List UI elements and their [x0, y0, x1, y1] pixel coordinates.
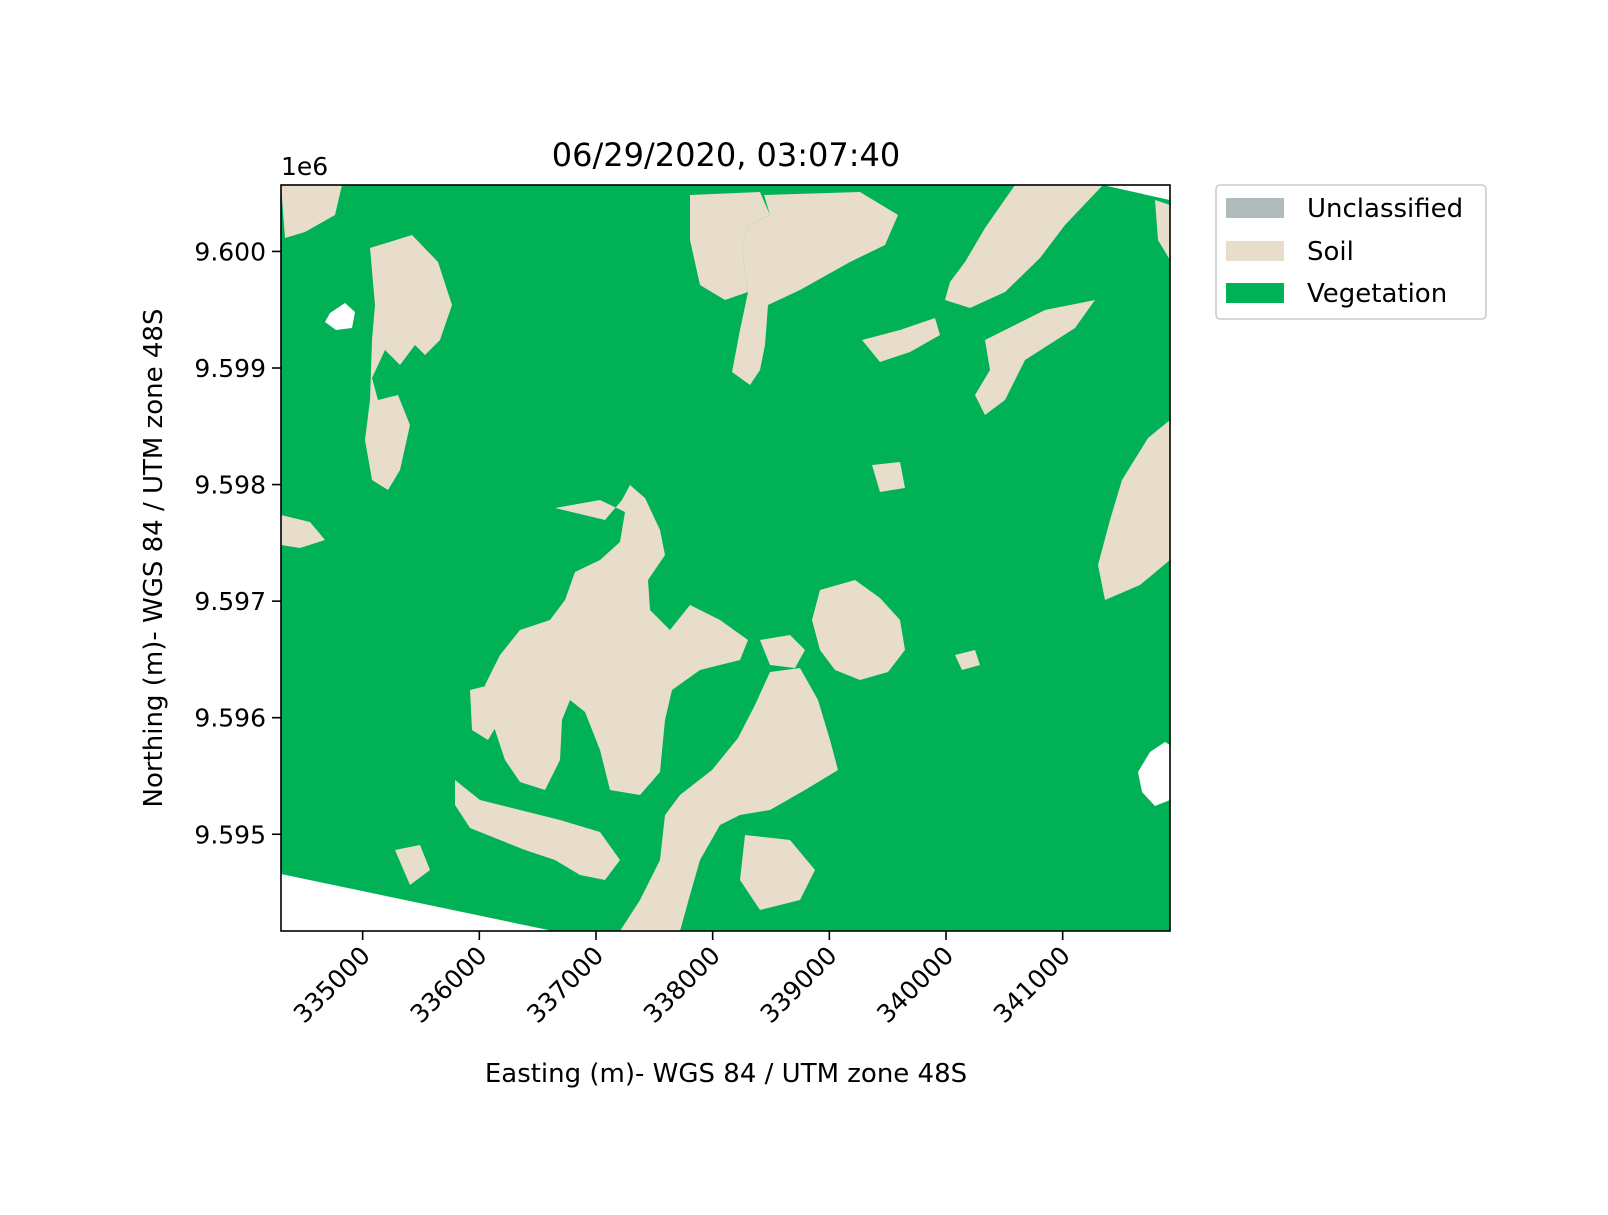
x-tick-label: 339000: [755, 941, 843, 1029]
map-area: [281, 185, 1170, 931]
soil-patch: [1098, 420, 1170, 600]
legend-label-soil: Soil: [1307, 237, 1354, 267]
nodata-corner: [1103, 185, 1170, 200]
y-tick-label: 9.600: [194, 237, 266, 266]
soil-patch: [455, 780, 620, 880]
y-tick-label: 9.598: [194, 471, 266, 500]
soil-patch: [1155, 200, 1170, 260]
nodata-hole: [1138, 742, 1170, 806]
soil-patch: [740, 835, 815, 910]
soil-patch: [620, 668, 838, 931]
legend-swatch-vegetation: [1226, 283, 1284, 303]
soil-patch: [955, 650, 980, 670]
soil-patches: [281, 185, 1170, 931]
figure-title: 06/29/2020, 03:07:40: [552, 136, 901, 174]
legend-label-unclassified: Unclassified: [1307, 194, 1463, 224]
soil-patch: [485, 485, 748, 795]
soil-patch: [395, 845, 430, 885]
y-tick-label: 9.596: [194, 704, 266, 733]
x-tick-label: 337000: [521, 941, 609, 1029]
soil-patch: [945, 185, 1103, 308]
y-axis-label: Northing (m)- WGS 84 / UTM zone 48S: [139, 309, 169, 808]
soil-patch: [812, 580, 905, 680]
y-offset-label: 1e6: [281, 152, 328, 181]
soil-patch: [862, 318, 940, 362]
nodata-hole: [325, 303, 355, 330]
legend-label-vegetation: Vegetation: [1307, 279, 1447, 309]
soil-patch: [760, 635, 805, 668]
y-tick-label: 9.597: [194, 587, 266, 616]
plot-frame: [280, 184, 1171, 932]
legend-swatch-unclassified: [1226, 198, 1284, 218]
x-tick-label: 335000: [288, 941, 376, 1029]
soil-patch: [365, 235, 452, 490]
soil-patch: [470, 685, 500, 740]
soil-patch: [975, 300, 1095, 415]
y-tick-label: 9.599: [194, 354, 266, 383]
soil-patch: [732, 192, 898, 385]
y-axis-ticks: 9.595 9.596 9.597 9.598 9.599 9.600: [194, 237, 281, 849]
soil-patch: [281, 185, 342, 238]
y-tick-label: 9.595: [194, 820, 266, 849]
x-axis-ticks: 335000 336000 337000 338000 339000 340000 3410…: [288, 931, 1076, 1029]
x-tick-label: 341000: [988, 941, 1076, 1029]
soil-patch: [690, 192, 770, 300]
x-tick-label: 336000: [405, 941, 493, 1029]
legend: Unclassified Soil Vegetation: [1215, 184, 1487, 320]
soil-patch: [872, 462, 905, 492]
soil-patch: [281, 515, 325, 548]
x-axis-label: Easting (m)- WGS 84 / UTM zone 48S: [485, 1059, 967, 1089]
x-tick-label: 340000: [871, 941, 959, 1029]
x-tick-label: 338000: [638, 941, 726, 1029]
legend-swatch-soil: [1226, 241, 1284, 261]
